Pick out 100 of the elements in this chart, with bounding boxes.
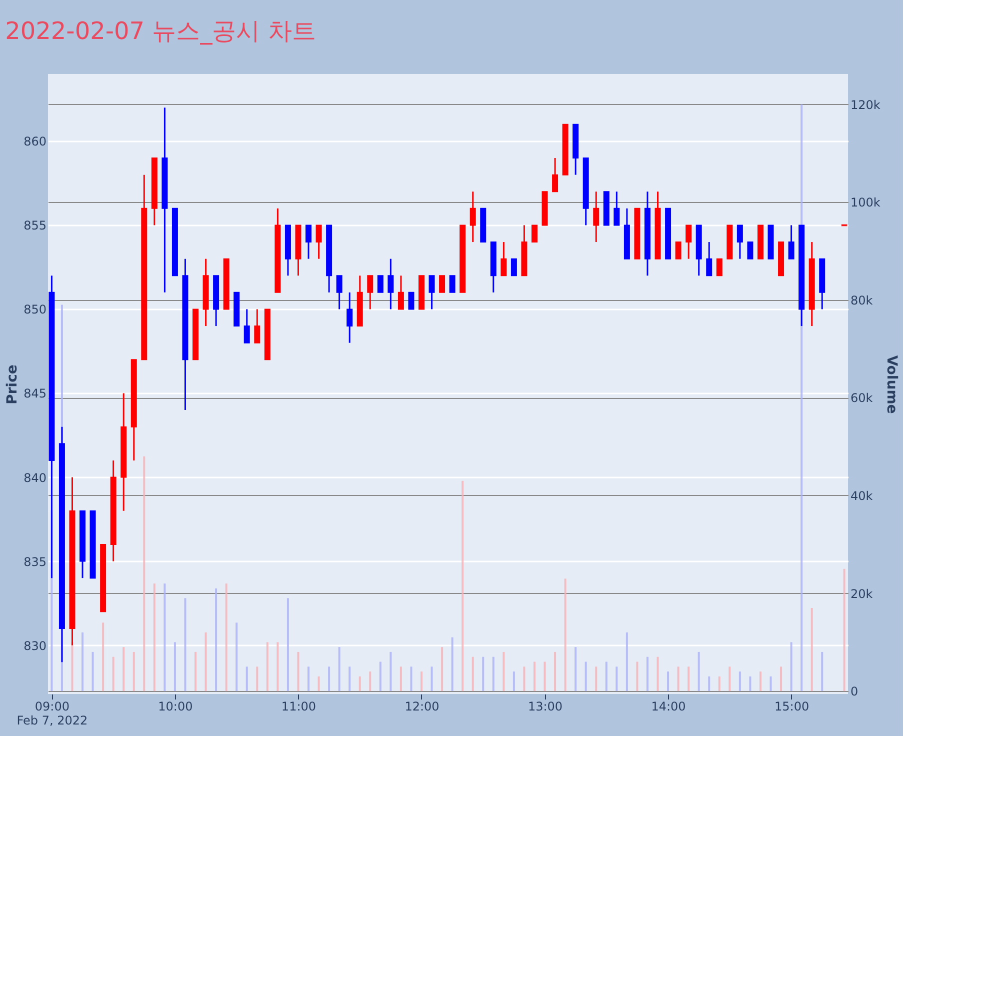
bar — [153, 583, 156, 692]
bar — [523, 666, 526, 692]
candlestick — [377, 275, 384, 293]
bar — [451, 637, 454, 692]
bar — [574, 647, 577, 692]
candlestick — [593, 190, 600, 243]
candlestick — [552, 157, 558, 192]
bar — [112, 656, 114, 692]
bar — [358, 676, 361, 692]
candlestick — [439, 275, 446, 293]
bar — [790, 642, 792, 692]
candlestick — [614, 190, 620, 226]
candlestick — [408, 292, 414, 310]
y2-tick-label: 60k — [850, 391, 873, 406]
bar — [749, 676, 752, 692]
candlestick — [449, 275, 456, 293]
candlestick — [254, 308, 260, 344]
y-tick-label: 835 — [24, 554, 46, 569]
bar — [667, 672, 670, 692]
bar — [276, 642, 279, 692]
candlestick — [747, 242, 754, 260]
x-tick-label: 14:00 — [651, 700, 686, 714]
candlestick — [367, 274, 374, 310]
x-tick-label: 13:00 — [528, 700, 563, 714]
bar — [821, 652, 824, 692]
candlestick — [716, 258, 722, 276]
bar — [810, 608, 813, 692]
bar — [266, 642, 268, 692]
bar — [297, 652, 300, 692]
bar — [256, 666, 258, 692]
bar — [472, 656, 474, 692]
bar — [390, 652, 392, 692]
y2-tick-label: 20k — [850, 586, 873, 601]
y-tick-label: 845 — [24, 386, 46, 401]
bar — [718, 676, 720, 692]
candlestick — [346, 292, 353, 344]
bar — [194, 652, 197, 692]
candlestick — [500, 241, 507, 276]
bar — [482, 656, 484, 692]
bar — [184, 598, 186, 692]
candlestick — [686, 224, 692, 260]
bar — [410, 666, 412, 692]
bar — [400, 666, 402, 692]
candlestick — [398, 274, 404, 310]
bar — [143, 456, 146, 692]
bar — [246, 666, 248, 692]
bar — [420, 672, 422, 692]
y2-axis-title: Volume — [883, 355, 900, 414]
y2-tick-label: 0 — [850, 684, 858, 699]
y2-tick-label: 100k — [850, 196, 880, 210]
y-tick-label: 840 — [24, 470, 46, 485]
bar — [174, 642, 176, 692]
bar — [102, 622, 104, 692]
y2-tick-label: 40k — [850, 488, 873, 503]
bar — [338, 647, 340, 692]
candlestick — [428, 274, 435, 310]
candlestick — [470, 190, 476, 243]
bar — [379, 662, 382, 692]
bar — [843, 568, 846, 692]
y-tick-label: 850 — [24, 302, 46, 317]
bar — [92, 652, 94, 692]
bar — [215, 588, 218, 692]
bar — [646, 656, 648, 692]
x-tick-label: 09:00 Feb 7, 2022 — [16, 700, 88, 728]
candlestick — [244, 308, 250, 344]
bar — [636, 662, 638, 692]
bar — [595, 666, 598, 692]
bar — [122, 647, 125, 692]
candlestick — [788, 224, 794, 260]
candlestick — [736, 224, 743, 260]
y2-tick-label: 80k — [850, 293, 873, 308]
bar — [708, 676, 710, 692]
bar — [441, 647, 444, 692]
bar — [204, 632, 207, 692]
bar — [770, 676, 772, 692]
x-tick-label: 10:00 — [158, 700, 193, 714]
y-tick-label: 830 — [24, 638, 46, 653]
y2-tick-label: 120k — [850, 98, 880, 112]
bar — [308, 666, 310, 692]
candlestick — [388, 258, 394, 310]
bar — [584, 662, 587, 692]
chart-title: 2022-02-07 뉴스_공시 차트 — [5, 17, 316, 45]
bar — [544, 662, 546, 692]
candlestick — [531, 224, 538, 243]
bar — [502, 652, 505, 692]
bar — [82, 632, 84, 692]
bar — [605, 662, 608, 692]
bar — [656, 656, 659, 692]
bar — [616, 666, 618, 692]
bar — [369, 672, 372, 692]
bar — [462, 480, 464, 692]
bar — [688, 666, 690, 692]
bar — [759, 672, 762, 692]
y-tick-label: 855 — [24, 218, 46, 233]
bar — [626, 632, 628, 692]
bar — [738, 672, 741, 692]
bar — [164, 583, 166, 692]
bar — [564, 578, 566, 692]
bar — [286, 598, 289, 692]
bar — [554, 652, 556, 692]
